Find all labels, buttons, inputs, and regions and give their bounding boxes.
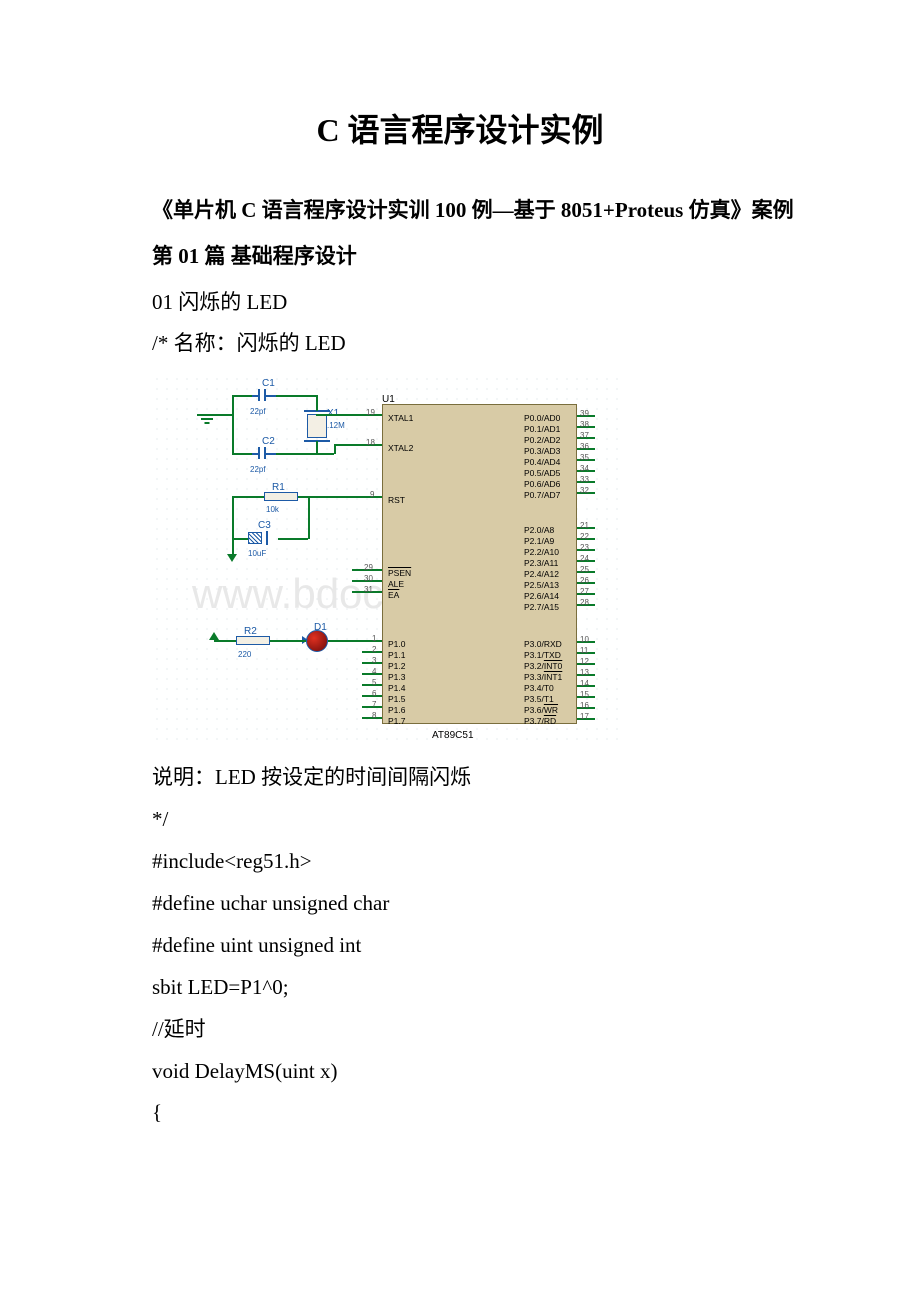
text-line: /* 名称：闪烁的 LED <box>110 324 810 364</box>
wire <box>276 395 316 397</box>
res-r2 <box>236 636 270 645</box>
pin-num: 8 <box>372 708 376 723</box>
pin-num: 9 <box>370 487 374 502</box>
cap-c2 <box>252 448 276 458</box>
pin-label: RST <box>388 492 405 508</box>
wire <box>214 640 236 642</box>
pin-num: 32 <box>580 483 589 498</box>
vcc-arrow-icon <box>227 554 237 562</box>
vcc-arrow-icon <box>209 632 219 640</box>
text-line: #include<reg51.h> <box>110 842 810 882</box>
text-line: #define uchar unsigned char <box>110 884 810 924</box>
wire <box>232 496 264 498</box>
wire <box>308 496 310 539</box>
text-line: void DelayMS(uint x) <box>110 1052 810 1092</box>
pin-label: P2.7/A15 <box>524 599 559 615</box>
cap-c3 <box>248 532 278 544</box>
cap-c1 <box>252 390 276 400</box>
label-x1-val: .12M <box>327 418 345 433</box>
pin-num: 19 <box>366 405 375 420</box>
circuit-diagram: www.bdocx.com U1 AT89C51 C1 22pf X1 .12M… <box>110 374 810 744</box>
pin-num: 28 <box>580 595 589 610</box>
wire <box>232 395 252 397</box>
text-line: 说明：LED 按设定的时间间隔闪烁 <box>110 758 810 798</box>
pin-num: 17 <box>580 709 589 724</box>
wire <box>270 640 306 642</box>
chip-name: AT89C51 <box>432 726 474 745</box>
wire <box>276 453 316 455</box>
pin-num: 31 <box>364 582 373 597</box>
text-line: 01 闪烁的 LED <box>110 283 810 323</box>
wire <box>278 538 308 540</box>
wire <box>232 395 234 455</box>
wire <box>232 453 252 455</box>
text-line: */ <box>110 800 810 840</box>
pin-label: EA <box>388 587 399 603</box>
text-line: { <box>110 1093 810 1133</box>
pin-label: P0.7/AD7 <box>524 487 560 503</box>
chip-ref: U1 <box>382 390 395 409</box>
pin-label: XTAL1 <box>388 410 413 426</box>
label-c1-val: 22pf <box>250 404 266 419</box>
label-c2-val: 22pf <box>250 462 266 477</box>
wire <box>232 496 234 556</box>
wire <box>232 538 248 540</box>
label-r2-val: 220 <box>238 647 251 662</box>
text-line: #define uint unsigned int <box>110 926 810 966</box>
wire <box>316 395 318 411</box>
label-r1-val: 10k <box>266 502 279 517</box>
page-title: C 语言程序设计实例 <box>110 100 810 161</box>
book-subtitle: 《单片机 C 语言程序设计实训 100 例—基于 8051+Proteus 仿真… <box>110 191 810 231</box>
wire <box>334 444 336 454</box>
res-r1 <box>264 492 298 501</box>
section-heading: 第 01 篇 基础程序设计 <box>110 237 810 277</box>
label-c3-val: 10uF <box>248 546 266 561</box>
pin-num: 18 <box>366 435 375 450</box>
pin-label: P3.7/RD <box>524 713 556 729</box>
crystal-x1 <box>307 414 327 438</box>
wire <box>316 453 334 455</box>
text-line: //延时 <box>110 1010 810 1050</box>
pin-label: XTAL2 <box>388 440 413 456</box>
text-line: sbit LED=P1^0; <box>110 968 810 1008</box>
pin-label: P1.7 <box>388 713 406 729</box>
